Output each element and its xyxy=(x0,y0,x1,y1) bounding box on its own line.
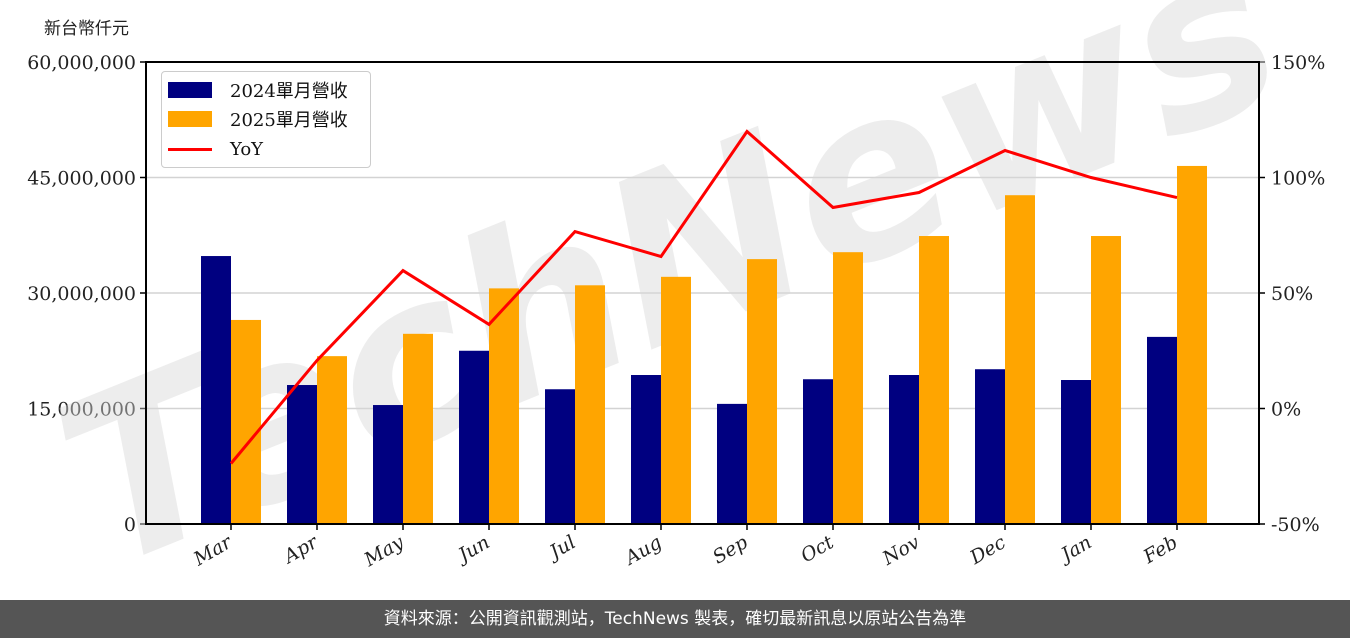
bar-2024 xyxy=(1147,336,1177,524)
x-tick-label: Aug xyxy=(620,531,666,570)
legend-label: 2025單月營收 xyxy=(230,110,348,131)
bar-2025 xyxy=(489,288,519,524)
y2-tick-label: 0% xyxy=(1271,399,1301,421)
bar-2024 xyxy=(717,403,747,524)
bar-2025 xyxy=(747,259,777,524)
y-tick-label: 60,000,000 xyxy=(27,52,136,74)
bar-2025 xyxy=(403,333,433,524)
y-tick-label: 0 xyxy=(124,514,136,536)
bar-2024 xyxy=(459,350,489,524)
bar-2024 xyxy=(1061,380,1091,524)
plot-frame xyxy=(145,61,1260,525)
y2-tick-label: 150% xyxy=(1271,52,1325,74)
legend-line-yoy xyxy=(168,147,212,151)
bar-2025 xyxy=(1005,195,1035,524)
bar-2025 xyxy=(317,356,347,524)
legend-item-2025: 2025單月營收 xyxy=(168,108,348,131)
legend-swatch-2024 xyxy=(168,82,212,98)
bar-2024 xyxy=(287,385,317,524)
y-axis-unit-label: 新台幣仟元 xyxy=(44,19,129,39)
bar-2025 xyxy=(833,252,863,524)
x-tick-label: Oct xyxy=(797,531,838,567)
x-tick-label: Jul xyxy=(543,531,580,565)
bar-2024 xyxy=(201,256,231,524)
x-tick-label: Nov xyxy=(878,531,924,570)
x-tick-label: Sep xyxy=(709,531,752,568)
bar-2025 xyxy=(661,276,691,524)
x-tick-label: Jan xyxy=(1054,531,1095,568)
bar-2025 xyxy=(575,285,605,524)
revenue-chart: 0 15,000,000 30,000,000 45,000,000 60,000,00… xyxy=(27,0,1326,600)
bar-2024 xyxy=(889,375,919,524)
legend-label: YoY xyxy=(230,138,264,160)
x-tick-label: Jun xyxy=(451,531,493,568)
legend-swatch-2025 xyxy=(168,111,212,127)
legend-item-2024: 2024單月營收 xyxy=(168,79,348,102)
y2-tick-label: 100% xyxy=(1271,168,1325,190)
y2-tick-label: 50% xyxy=(1271,283,1313,305)
y2-tick-label: -50% xyxy=(1271,514,1320,536)
x-tick-label: May xyxy=(360,531,408,571)
bar-2024 xyxy=(803,379,833,524)
y-tick-label: 15,000,000 xyxy=(27,399,136,421)
bar-2025 xyxy=(919,236,949,524)
bar-2025 xyxy=(1177,165,1207,524)
x-tick-label: Feb xyxy=(1139,531,1182,568)
bar-2024 xyxy=(631,375,661,524)
bar-2024 xyxy=(545,389,575,524)
legend-item-yoy: YoY xyxy=(168,138,263,160)
y-tick-label: 30,000,000 xyxy=(27,283,136,305)
bar-2024 xyxy=(373,405,403,524)
yoy-line xyxy=(229,129,1178,465)
y-tick-label: 45,000,000 xyxy=(27,168,136,190)
chart-legend: 2024單月營收 2025單月營收 YoY xyxy=(161,71,371,168)
source-footer: 資料來源：公開資訊觀測站，TechNews 製表，確切最新訊息以原站公告為準 xyxy=(0,600,1350,638)
bar-2024 xyxy=(975,369,1005,524)
bar-2025 xyxy=(231,319,261,524)
x-tick-label: Dec xyxy=(965,531,1009,569)
bar-2025 xyxy=(1091,236,1121,524)
legend-label: 2024單月營收 xyxy=(230,81,348,102)
